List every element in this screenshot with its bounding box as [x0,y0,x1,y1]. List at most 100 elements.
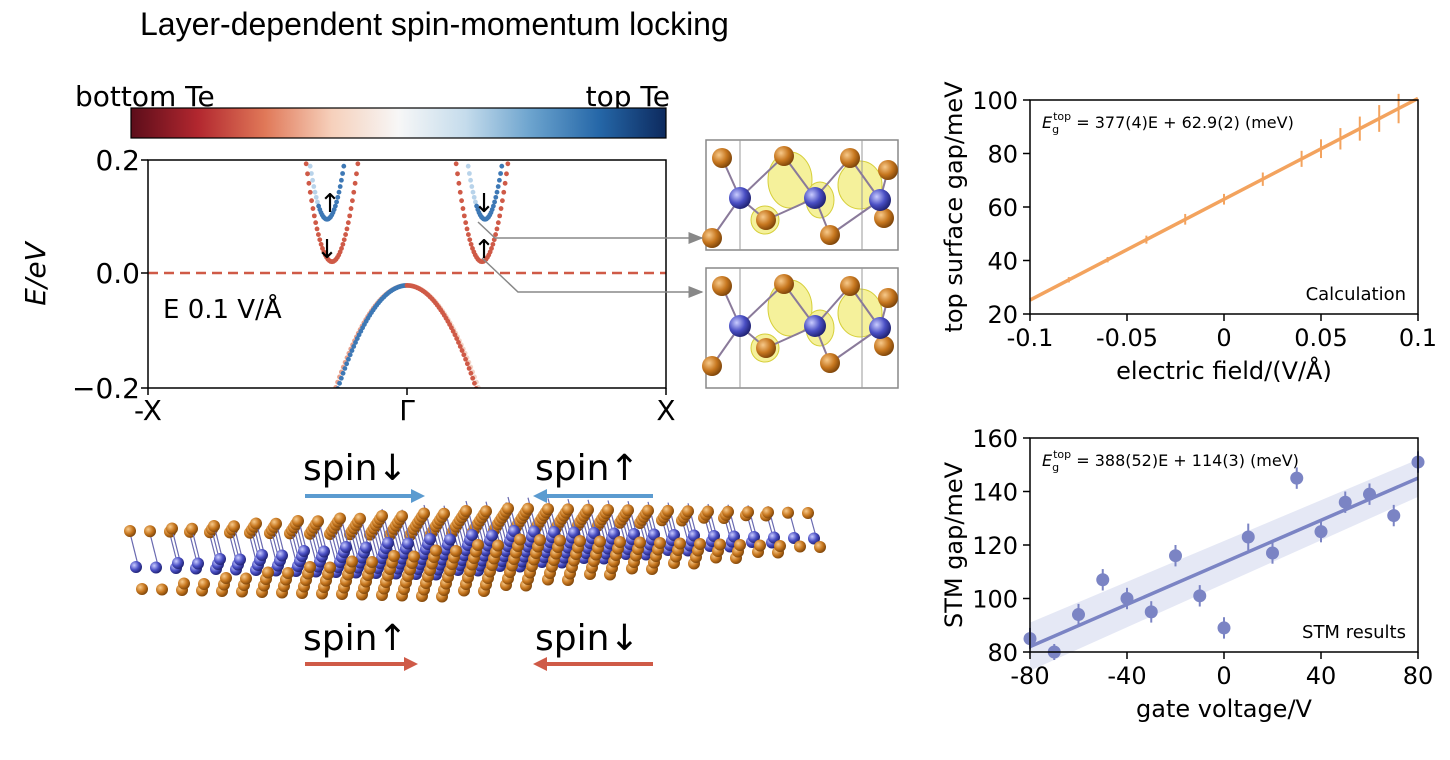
metal-atom [728,530,740,543]
te-atom [820,225,840,245]
x-tick-label: 80 [1403,662,1434,690]
x-tick-label: -0.05 [1096,324,1158,352]
te-atom [622,504,634,517]
metal-atom [568,526,580,539]
te-atom [654,537,666,549]
te-atom [240,572,252,585]
te-atom [874,336,894,356]
te-atom [702,228,722,248]
calculation-chart: -0.1 -0.05 0 0.05 0.1 20 40 60 80 100 electric fie… [940,81,1437,385]
te-atom [582,503,594,516]
te-atom [840,148,860,168]
metal-atom [276,549,288,562]
metal-atom [466,529,478,541]
metal-atom [528,525,540,538]
te-atom [166,522,178,535]
panel-annotation: STM results [1302,622,1406,643]
te-atom [674,537,686,550]
te-atom [186,522,198,535]
valence-band-inner [335,283,479,388]
te-atom [756,338,776,358]
data-point [1241,530,1255,544]
figure-title: Layer-dependent spin-momentum locking [140,6,729,42]
te-atom [282,567,294,579]
spin-down-arrow: ↓ [316,235,338,265]
inset-pointer-arrow [481,257,704,298]
te-atom [878,288,898,308]
te-atom [198,578,210,590]
band-ylabel: E/eV [19,240,52,305]
te-atom [642,504,654,517]
te-atom [874,208,894,228]
te-atom [712,276,732,296]
te-atom [702,505,714,518]
te-atom [802,507,814,519]
y-tick-label: 20 [987,301,1018,329]
te-atom [388,550,400,562]
metal-atom [424,533,436,545]
crystal-structure-illustration [124,496,826,603]
data-point [1338,495,1352,509]
te-atom [324,561,336,574]
te-atom [634,536,646,549]
metal-atom [214,553,226,565]
metal-atom [150,561,162,574]
data-point [1363,487,1376,501]
te-atom [574,535,586,547]
te-atom [354,512,366,525]
charge-density-inset-bottom [702,267,899,389]
metal-atom [729,187,751,209]
data-point [1387,509,1401,523]
inset-pointer-arrow [477,221,704,244]
x-axis-label: gate voltage/V [1136,695,1313,723]
metal-atom [172,557,184,569]
metal-atom [708,530,720,542]
te-atom [472,539,484,551]
band-structure-panel: 0.2 0.0 −0.2 -X Γ X E/eV E 0.1 V/Å ↑ ↓ ↓… [19,144,676,427]
band-xtick-label: Γ [399,394,415,427]
metal-atom [298,545,310,557]
upper-band-left [307,160,347,222]
bond [191,529,201,562]
spin-up-arrow: ↑ [319,189,341,219]
spin-down-arrow: ↓ [473,189,495,219]
arrowhead [404,657,418,671]
te-atom [480,505,492,518]
x-tick-label: -0.1 [1007,324,1054,352]
band-xtick-label: X [656,394,675,427]
te-atom [304,561,316,573]
y-tick-label: 80 [987,639,1018,667]
charge-density-inset-top [702,139,899,251]
x-tick-label: 40 [1306,662,1337,690]
bond [129,532,139,566]
lower-band-left [303,161,361,265]
te-atom [270,517,282,530]
te-atom [712,148,732,168]
metal-atom [360,541,372,554]
y-tick-label: 100 [972,87,1018,115]
te-atom [594,535,606,548]
metal-atom [628,528,640,540]
spin-label: spin↑ [535,448,640,489]
spin-label: spin↑ [303,618,408,659]
te-atom [522,502,534,515]
arrowhead [533,657,547,671]
colorbar-gradient [130,107,667,139]
te-atom [220,572,232,584]
metal-atom [508,525,520,537]
te-atom [408,550,420,563]
te-atom [376,510,388,522]
te-atom [734,539,746,551]
te-atom [662,504,674,517]
data-point [1072,608,1085,622]
te-atom [450,545,462,557]
data-point [1217,621,1231,635]
x-axis-label: electric field/(V/Å) [1116,356,1332,385]
data-point [1169,549,1182,563]
te-atom [228,520,240,533]
te-atom [492,539,504,552]
te-atom [438,507,450,520]
arrowhead [533,489,547,503]
x-tick-label: -40 [1107,662,1146,690]
bond [507,496,517,530]
